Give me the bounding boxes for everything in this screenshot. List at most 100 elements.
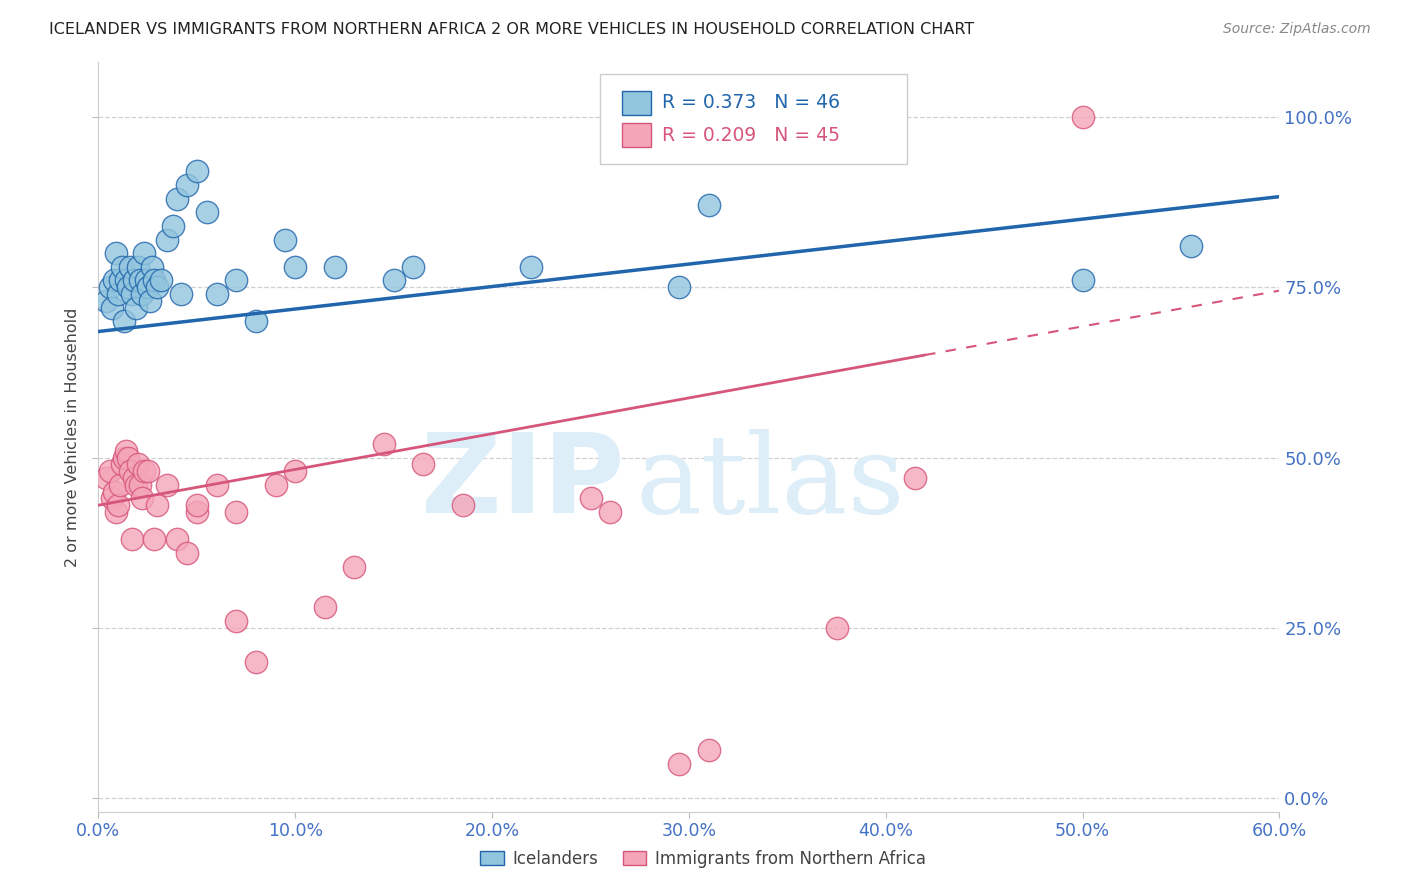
Point bbox=[225, 273, 247, 287]
Point bbox=[131, 287, 153, 301]
Point bbox=[146, 498, 169, 512]
Point bbox=[107, 287, 129, 301]
Point bbox=[105, 246, 128, 260]
Point bbox=[520, 260, 543, 274]
FancyBboxPatch shape bbox=[600, 74, 907, 163]
Point bbox=[118, 260, 141, 274]
Point bbox=[166, 192, 188, 206]
Point bbox=[166, 533, 188, 547]
Point bbox=[162, 219, 184, 233]
Point bbox=[131, 491, 153, 506]
Point bbox=[170, 287, 193, 301]
Point bbox=[112, 314, 135, 328]
Point bbox=[1180, 239, 1202, 253]
Text: atlas: atlas bbox=[636, 428, 905, 535]
Point bbox=[96, 471, 118, 485]
Point bbox=[111, 260, 134, 274]
Point bbox=[122, 273, 145, 287]
Point bbox=[107, 498, 129, 512]
Point bbox=[115, 443, 138, 458]
Point bbox=[697, 743, 720, 757]
Point bbox=[156, 233, 179, 247]
Point bbox=[373, 437, 395, 451]
Point bbox=[697, 198, 720, 212]
Point bbox=[125, 301, 148, 315]
Point bbox=[127, 458, 149, 472]
Point bbox=[115, 273, 138, 287]
Point bbox=[127, 260, 149, 274]
Point bbox=[146, 280, 169, 294]
Point bbox=[599, 505, 621, 519]
Point bbox=[186, 498, 208, 512]
Text: R = 0.373   N = 46: R = 0.373 N = 46 bbox=[662, 94, 839, 112]
Point bbox=[136, 280, 159, 294]
Point bbox=[245, 655, 267, 669]
Point bbox=[128, 273, 150, 287]
Point bbox=[111, 458, 134, 472]
Point bbox=[245, 314, 267, 328]
Point bbox=[108, 273, 131, 287]
Point bbox=[150, 273, 173, 287]
Point bbox=[156, 477, 179, 491]
Point bbox=[1071, 110, 1094, 124]
Point bbox=[105, 505, 128, 519]
Point bbox=[284, 464, 307, 478]
Point bbox=[205, 287, 228, 301]
Point bbox=[284, 260, 307, 274]
Point bbox=[825, 621, 848, 635]
Point bbox=[142, 533, 165, 547]
Point bbox=[98, 464, 121, 478]
Text: Source: ZipAtlas.com: Source: ZipAtlas.com bbox=[1223, 22, 1371, 37]
Bar bbox=[621, 123, 651, 147]
Point bbox=[96, 293, 118, 308]
Point bbox=[138, 293, 160, 308]
Point bbox=[101, 491, 124, 506]
Point bbox=[195, 205, 218, 219]
Point bbox=[117, 280, 139, 294]
Point bbox=[117, 450, 139, 465]
Point bbox=[264, 477, 287, 491]
Point bbox=[103, 484, 125, 499]
Bar bbox=[621, 91, 651, 115]
Point bbox=[904, 471, 927, 485]
Point bbox=[132, 464, 155, 478]
Point bbox=[451, 498, 474, 512]
Point bbox=[112, 450, 135, 465]
Text: ICELANDER VS IMMIGRANTS FROM NORTHERN AFRICA 2 OR MORE VEHICLES IN HOUSEHOLD COR: ICELANDER VS IMMIGRANTS FROM NORTHERN AF… bbox=[49, 22, 974, 37]
Point bbox=[579, 491, 602, 506]
Point bbox=[323, 260, 346, 274]
Point bbox=[132, 246, 155, 260]
Point bbox=[98, 280, 121, 294]
Point bbox=[186, 164, 208, 178]
Point bbox=[314, 600, 336, 615]
Text: R = 0.209   N = 45: R = 0.209 N = 45 bbox=[662, 126, 839, 145]
Y-axis label: 2 or more Vehicles in Household: 2 or more Vehicles in Household bbox=[65, 308, 80, 566]
Point bbox=[118, 464, 141, 478]
Point bbox=[125, 477, 148, 491]
Point bbox=[1071, 273, 1094, 287]
Point bbox=[186, 505, 208, 519]
Legend: Icelanders, Immigrants from Northern Africa: Icelanders, Immigrants from Northern Afr… bbox=[474, 844, 932, 875]
Point bbox=[382, 273, 405, 287]
Point bbox=[121, 287, 143, 301]
Point bbox=[128, 477, 150, 491]
Point bbox=[135, 273, 157, 287]
Point bbox=[412, 458, 434, 472]
Point bbox=[108, 477, 131, 491]
Point bbox=[122, 471, 145, 485]
Point bbox=[668, 280, 690, 294]
Point bbox=[176, 546, 198, 560]
Point bbox=[103, 273, 125, 287]
Point bbox=[136, 464, 159, 478]
Point bbox=[225, 614, 247, 628]
Point bbox=[141, 260, 163, 274]
Point bbox=[274, 233, 297, 247]
Point bbox=[121, 533, 143, 547]
Point bbox=[668, 757, 690, 772]
Text: ZIP: ZIP bbox=[420, 428, 624, 535]
Point bbox=[402, 260, 425, 274]
Point bbox=[142, 273, 165, 287]
Point bbox=[205, 477, 228, 491]
Point bbox=[176, 178, 198, 192]
Point bbox=[225, 505, 247, 519]
